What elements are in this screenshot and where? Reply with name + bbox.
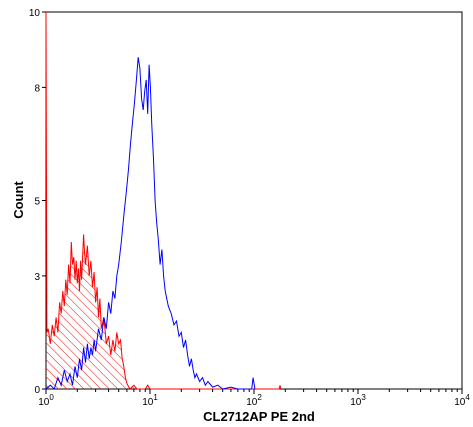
axes: 0 3 5 8 10 100 101 102 103 104 — [29, 8, 470, 408]
x-tick-label: 100 — [38, 393, 54, 408]
x-tick-label: 101 — [142, 393, 158, 408]
series-0-fill — [46, 12, 281, 389]
y-tick-label: 5 — [34, 197, 40, 208]
x-tick-label: 102 — [246, 393, 262, 408]
series-0-line — [45, 11, 282, 390]
x-tick-label: 103 — [350, 393, 366, 408]
y-tick-label: 3 — [34, 272, 40, 283]
x-axis-title: CL2712AP PE 2nd — [203, 409, 315, 424]
y-axis-title: Count — [11, 181, 26, 219]
plot-area — [45, 11, 463, 390]
y-tick-label: 10 — [29, 8, 41, 19]
series-1-line — [45, 57, 256, 390]
y-tick-label: 8 — [34, 83, 40, 94]
series-group — [45, 11, 282, 390]
x-tick-label: 104 — [454, 393, 470, 408]
plot-frame — [45, 11, 463, 390]
y-tick-label: 0 — [34, 385, 40, 396]
